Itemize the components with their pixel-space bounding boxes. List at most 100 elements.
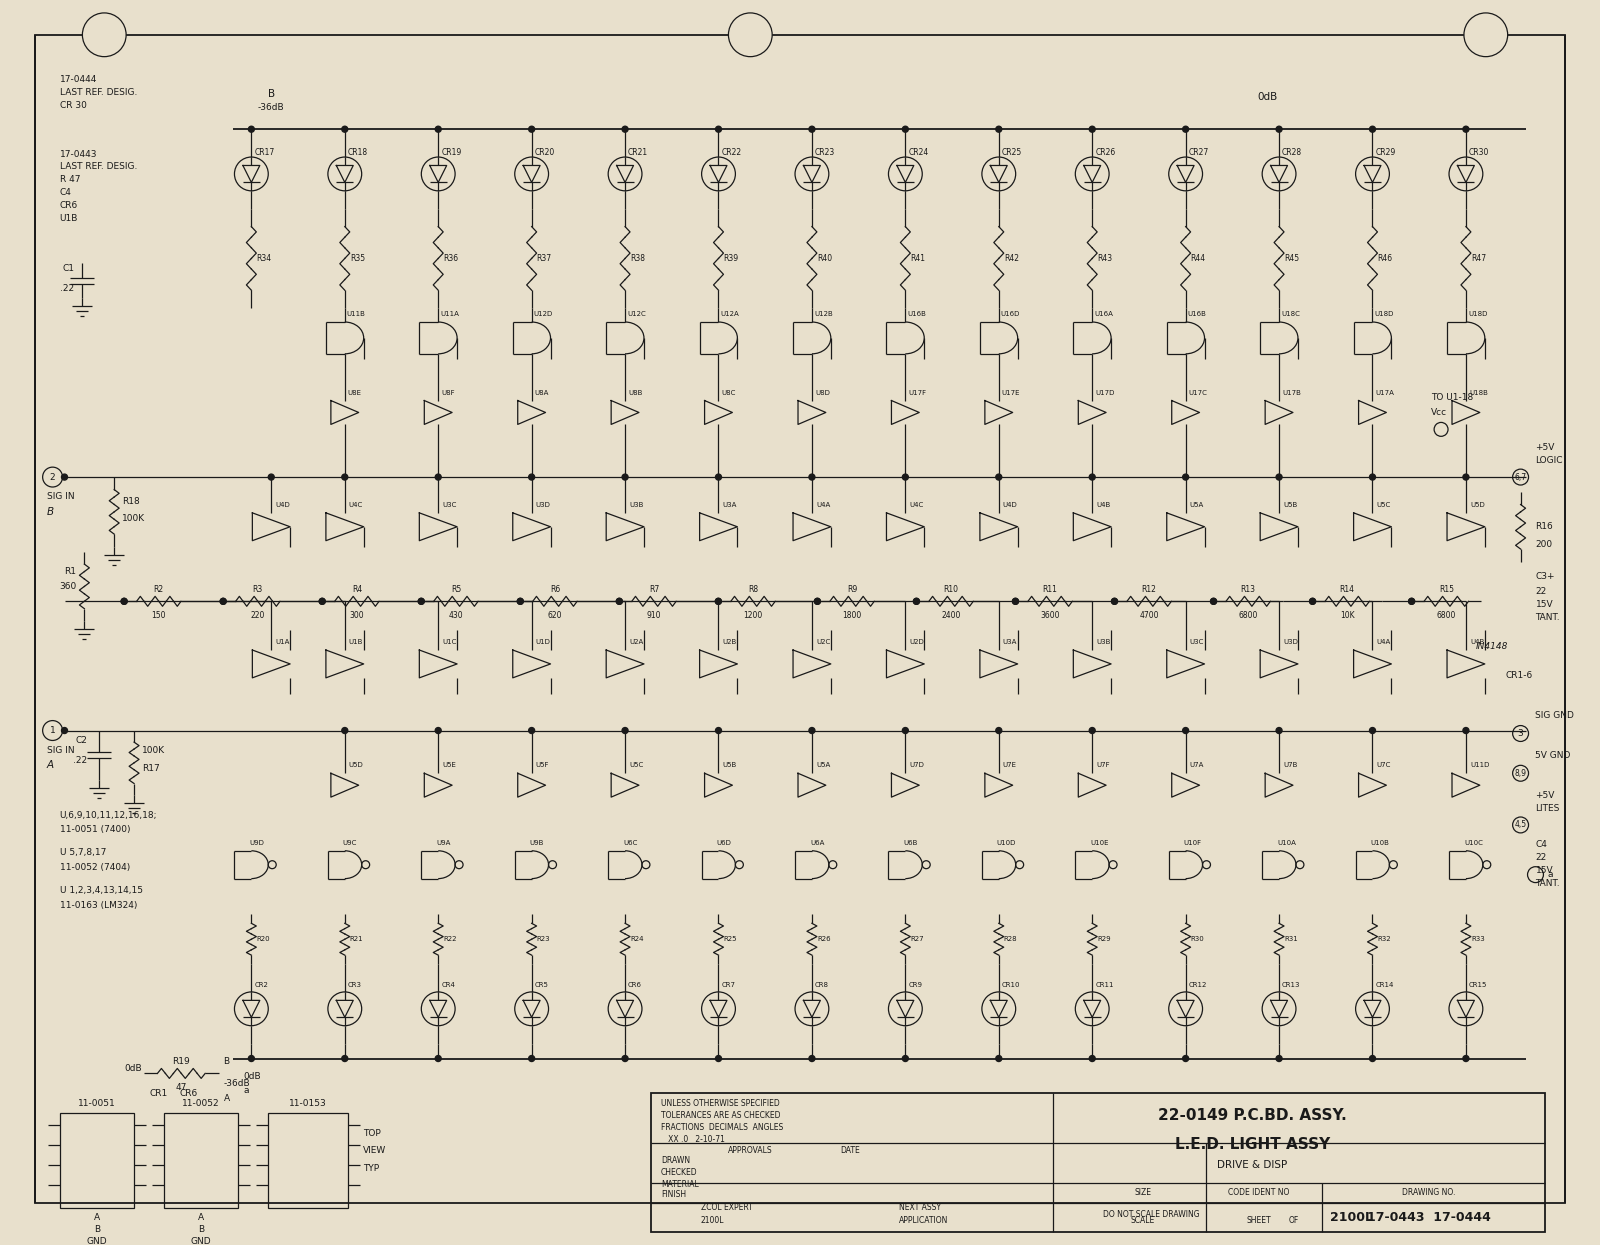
Circle shape: [1370, 1056, 1376, 1062]
Text: U3A: U3A: [723, 502, 738, 508]
Text: R38: R38: [630, 254, 645, 263]
Text: U4B: U4B: [1096, 502, 1110, 508]
Circle shape: [1090, 126, 1094, 132]
Text: A: A: [94, 1213, 99, 1223]
Text: a: a: [243, 1086, 250, 1094]
Text: R45: R45: [1285, 254, 1299, 263]
Text: R33: R33: [1470, 936, 1485, 942]
Circle shape: [221, 599, 226, 604]
Text: SHEET: SHEET: [1246, 1216, 1272, 1225]
Circle shape: [1013, 599, 1019, 604]
Circle shape: [1277, 474, 1282, 481]
Text: R46: R46: [1378, 254, 1392, 263]
Circle shape: [622, 727, 629, 733]
Text: CR15: CR15: [1469, 982, 1488, 989]
Text: UNLESS OTHERWISE SPECIFIED: UNLESS OTHERWISE SPECIFIED: [661, 1099, 779, 1108]
Text: B: B: [46, 507, 54, 517]
Text: U12B: U12B: [814, 311, 832, 317]
Text: TOP: TOP: [363, 1128, 381, 1138]
Text: R20: R20: [256, 936, 270, 942]
Circle shape: [517, 599, 523, 604]
Text: CR28: CR28: [1282, 148, 1302, 157]
Text: A: A: [224, 1094, 230, 1103]
Text: C4: C4: [1536, 840, 1547, 849]
Text: 300: 300: [349, 611, 365, 620]
Text: 6800: 6800: [1437, 611, 1456, 620]
Text: U17E: U17E: [1002, 390, 1021, 396]
Circle shape: [715, 727, 722, 733]
Circle shape: [122, 599, 126, 604]
Text: CR30: CR30: [1469, 148, 1490, 157]
Text: U10C: U10C: [1464, 840, 1483, 845]
Text: 17-0444: 17-0444: [59, 75, 98, 83]
Circle shape: [814, 599, 821, 604]
Text: U4D: U4D: [275, 502, 290, 508]
Text: 15V: 15V: [1536, 867, 1554, 875]
Text: SIZE: SIZE: [1134, 1188, 1152, 1198]
Text: C3+: C3+: [1536, 571, 1555, 581]
Text: U 5,7,8,17: U 5,7,8,17: [59, 848, 106, 858]
Circle shape: [1112, 599, 1117, 604]
Text: 3: 3: [1518, 730, 1523, 738]
Text: R6: R6: [550, 585, 560, 594]
Text: R31: R31: [1285, 936, 1298, 942]
Text: U2D: U2D: [909, 639, 925, 645]
Circle shape: [1370, 474, 1376, 481]
Text: OF: OF: [1290, 1216, 1299, 1225]
Text: 360: 360: [59, 581, 77, 591]
Text: U17F: U17F: [909, 390, 926, 396]
Circle shape: [528, 474, 534, 481]
Circle shape: [528, 727, 534, 733]
Text: CR12: CR12: [1189, 982, 1206, 989]
Text: APPROVALS: APPROVALS: [728, 1147, 773, 1155]
Text: MATERIAL: MATERIAL: [661, 1180, 699, 1189]
Circle shape: [1462, 727, 1469, 733]
Text: A: A: [198, 1213, 205, 1223]
Text: U9D: U9D: [250, 840, 264, 845]
Text: U7B: U7B: [1283, 762, 1298, 768]
Circle shape: [1182, 474, 1189, 481]
Text: U18C: U18C: [1282, 311, 1299, 317]
Text: U4B: U4B: [1470, 639, 1485, 645]
Circle shape: [221, 599, 226, 604]
Text: U17A: U17A: [1376, 390, 1394, 396]
Text: 11-0163 (LM324): 11-0163 (LM324): [59, 901, 138, 910]
Circle shape: [342, 727, 347, 733]
Text: CR6: CR6: [59, 202, 78, 210]
Text: CR25: CR25: [1002, 148, 1022, 157]
Circle shape: [616, 599, 622, 604]
Text: CR26: CR26: [1094, 148, 1115, 157]
Text: SIG IN: SIG IN: [46, 493, 74, 502]
Text: R22: R22: [443, 936, 456, 942]
Circle shape: [902, 126, 909, 132]
Text: U3D: U3D: [1283, 639, 1298, 645]
Text: R 47: R 47: [59, 176, 80, 184]
Text: CR11: CR11: [1094, 982, 1114, 989]
Text: U12C: U12C: [627, 311, 646, 317]
Circle shape: [342, 126, 347, 132]
Text: FINISH: FINISH: [661, 1190, 686, 1199]
Text: CR14: CR14: [1376, 982, 1394, 989]
Text: U6B: U6B: [904, 840, 918, 845]
Text: R44: R44: [1190, 254, 1206, 263]
Text: 4700: 4700: [1139, 611, 1158, 620]
Text: U16A: U16A: [1094, 311, 1114, 317]
Text: CR10: CR10: [1002, 982, 1021, 989]
Text: VIEW: VIEW: [363, 1147, 386, 1155]
Text: U7C: U7C: [1376, 762, 1390, 768]
Text: 200: 200: [1536, 540, 1552, 549]
Circle shape: [1182, 126, 1189, 132]
Text: R36: R36: [443, 254, 458, 263]
Text: CR9: CR9: [909, 982, 922, 989]
Text: CR7: CR7: [722, 982, 736, 989]
Circle shape: [1090, 474, 1094, 481]
Text: 17-0443: 17-0443: [59, 149, 98, 158]
Text: U7E: U7E: [1003, 762, 1016, 768]
Text: CR8: CR8: [814, 982, 829, 989]
Circle shape: [810, 126, 814, 132]
Text: TYP: TYP: [363, 1164, 379, 1173]
Text: U8F: U8F: [442, 390, 454, 396]
Circle shape: [814, 599, 821, 604]
Circle shape: [1464, 12, 1507, 57]
Text: U4C: U4C: [909, 502, 923, 508]
